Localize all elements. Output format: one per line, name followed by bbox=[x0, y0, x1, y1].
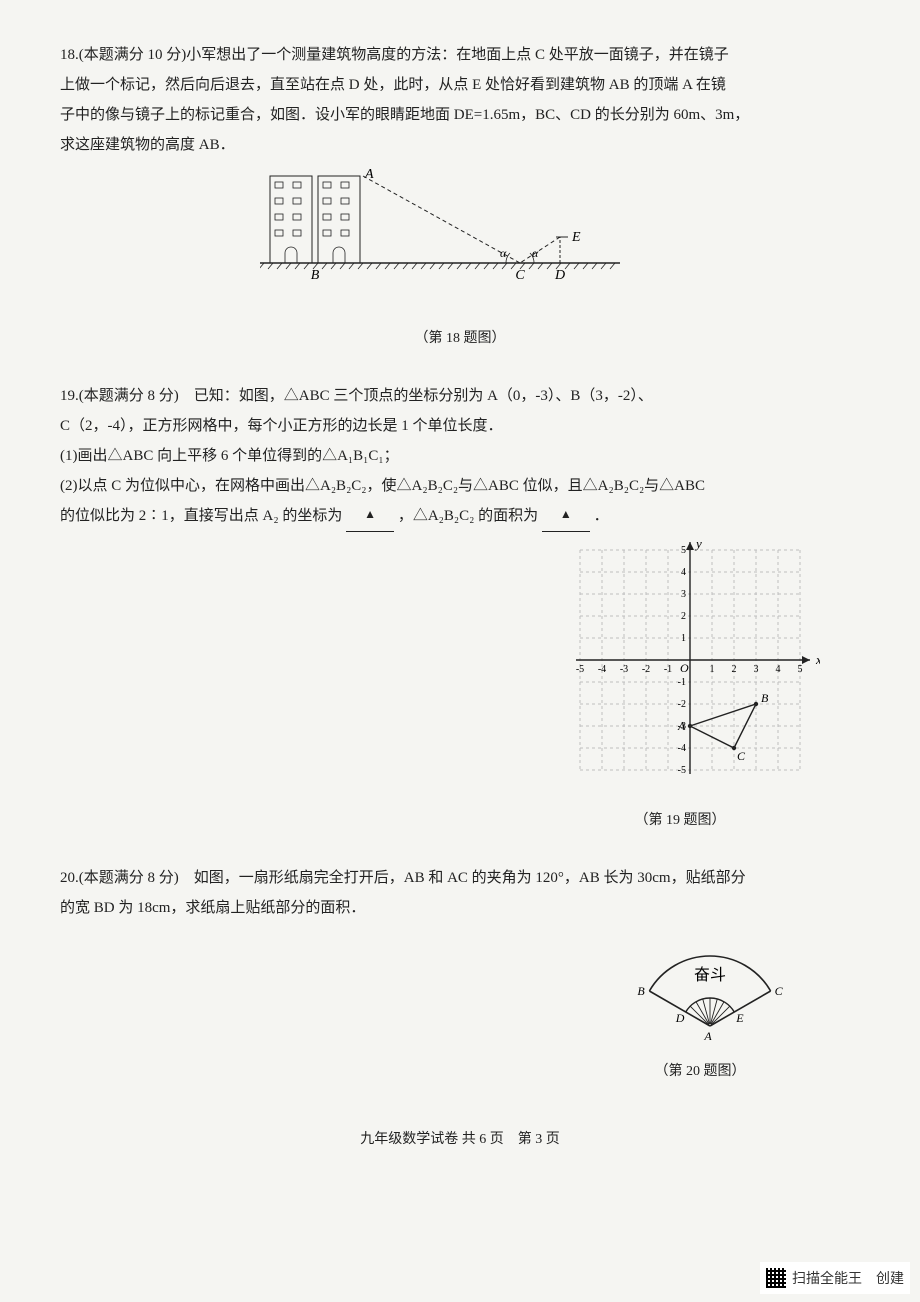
svg-text:4: 4 bbox=[776, 664, 781, 675]
q19-part2a: (2)以点 C 为位似中心，在网格中画出△A₂B₂C₂，使△A₂B₂C₂与△AB… bbox=[60, 471, 860, 501]
q20-figure: 奋斗 A B C D E （第 20 题图） bbox=[60, 931, 860, 1086]
svg-text:A: A bbox=[677, 719, 686, 733]
svg-text:3: 3 bbox=[754, 664, 759, 675]
svg-text:2: 2 bbox=[732, 664, 737, 675]
q19-line2: C（2，-4），正方形网格中，每个小正方形的边长是 1 个单位长度． bbox=[60, 411, 860, 441]
question-20: 20.(本题满分 8 分) 如图，一扇形纸扇完全打开后，AB 和 AC 的夹角为… bbox=[60, 863, 860, 1086]
scanner-watermark: 扫描全能王 创建 bbox=[760, 1262, 910, 1294]
svg-text:C: C bbox=[737, 749, 746, 763]
svg-text:E: E bbox=[735, 1011, 744, 1025]
svg-text:A: A bbox=[364, 168, 374, 182]
q19-part2b: 的位似比为 2∶1，直接写出点 A₂ 的坐标为 ▲ ，△A₂B₂C₂ 的面积为 … bbox=[60, 501, 860, 532]
q18-line4: 求这座建筑物的高度 AB． bbox=[60, 130, 860, 160]
svg-text:3: 3 bbox=[681, 589, 686, 600]
svg-text:-2: -2 bbox=[642, 664, 650, 675]
svg-text:α: α bbox=[500, 246, 507, 260]
question-18: 18.(本题满分 10 分)小军想出了一个测量建筑物高度的方法：在地面上点 C … bbox=[60, 40, 860, 353]
q19-part2c-text: ，△A₂B₂C₂ 的面积为 bbox=[398, 508, 538, 524]
svg-text:1: 1 bbox=[681, 633, 686, 644]
svg-text:A: A bbox=[703, 1029, 712, 1041]
scanner-text: 扫描全能王 创建 bbox=[792, 1264, 904, 1292]
svg-text:4: 4 bbox=[681, 567, 686, 578]
q20-caption: （第 20 题图） bbox=[600, 1058, 800, 1086]
svg-text:-1: -1 bbox=[664, 664, 672, 675]
q19-part1: (1)画出△ABC 向上平移 6 个单位得到的△A₁B₁C₁； bbox=[60, 441, 860, 471]
svg-text:O: O bbox=[680, 661, 689, 675]
svg-text:5: 5 bbox=[798, 664, 803, 675]
svg-text:α: α bbox=[532, 246, 539, 260]
svg-text:5: 5 bbox=[681, 545, 686, 556]
svg-text:C: C bbox=[775, 984, 784, 998]
q19-figure: xyO-5-4-3-2-112345-5-4-3-2-112345ABC （第 … bbox=[60, 540, 860, 835]
svg-text:-4: -4 bbox=[678, 743, 686, 754]
q18-caption: （第 18 题图） bbox=[60, 325, 860, 353]
svg-text:-1: -1 bbox=[678, 677, 686, 688]
question-19: 19.(本题满分 8 分) 已知：如图，△ABC 三个顶点的坐标分别为 A（0，… bbox=[60, 381, 860, 835]
svg-text:-3: -3 bbox=[620, 664, 628, 675]
q18-line3: 子中的像与镜子上的标记重合，如图．设小军的眼睛距地面 DE=1.65m，BC、C… bbox=[60, 100, 860, 130]
qr-icon bbox=[766, 1268, 786, 1288]
q19-line1: 19.(本题满分 8 分) 已知：如图，△ABC 三个顶点的坐标分别为 A（0，… bbox=[60, 381, 860, 411]
svg-text:x: x bbox=[815, 652, 820, 667]
page-footer: 九年级数学试卷 共 6 页 第 3 页 bbox=[60, 1126, 860, 1154]
q20-line1: 20.(本题满分 8 分) 如图，一扇形纸扇完全打开后，AB 和 AC 的夹角为… bbox=[60, 863, 860, 893]
q20-line2: 的宽 BD 为 18cm，求纸扇上贴纸部分的面积． bbox=[60, 893, 860, 923]
svg-text:E: E bbox=[571, 230, 581, 245]
svg-text:2: 2 bbox=[681, 611, 686, 622]
q19-part2d-text: ． bbox=[594, 508, 609, 524]
q18-line1: 18.(本题满分 10 分)小军想出了一个测量建筑物高度的方法：在地面上点 C … bbox=[60, 40, 860, 70]
svg-text:B: B bbox=[637, 984, 645, 998]
svg-text:-5: -5 bbox=[576, 664, 584, 675]
q18-line2: 上做一个标记，然后向后退去，直至站在点 D 处，此时，从点 E 处恰好看到建筑物… bbox=[60, 70, 860, 100]
q18-figure: A B C D Eα α （第 18 题图） bbox=[60, 168, 860, 353]
svg-text:D: D bbox=[554, 268, 565, 283]
svg-text:B: B bbox=[761, 691, 769, 705]
q19-caption: （第 19 题图） bbox=[540, 807, 820, 835]
svg-text:1: 1 bbox=[710, 664, 715, 675]
svg-text:-4: -4 bbox=[598, 664, 606, 675]
svg-text:奋斗: 奋斗 bbox=[694, 966, 726, 984]
blank-a2-coord: ▲ bbox=[346, 501, 394, 532]
svg-text:-2: -2 bbox=[678, 699, 686, 710]
svg-text:B: B bbox=[311, 268, 320, 283]
svg-text:D: D bbox=[675, 1011, 685, 1025]
blank-area: ▲ bbox=[542, 501, 590, 532]
svg-text:C: C bbox=[515, 268, 525, 283]
svg-text:y: y bbox=[694, 540, 702, 551]
q19-part2b-text: 的位似比为 2∶1，直接写出点 A₂ 的坐标为 bbox=[60, 508, 342, 524]
svg-text:-5: -5 bbox=[678, 765, 686, 776]
